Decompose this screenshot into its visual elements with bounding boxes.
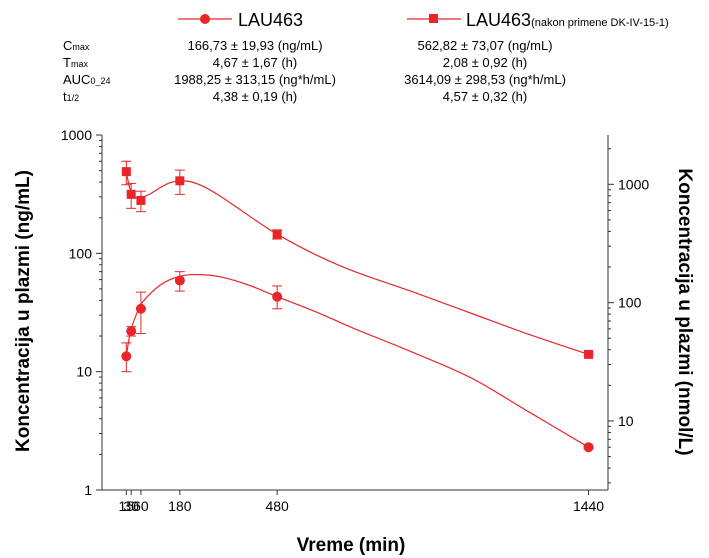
legend: LAU463 LAU463(nakon primene DK-IV-15-1) xyxy=(178,10,669,30)
param-value-thalf-2: 4,57 ± 0,32 (h) xyxy=(443,89,527,104)
series-square xyxy=(121,160,594,359)
parameter-table: Cmax 166,73 ± 19,93 (ng/mL) 562,82 ± 73,… xyxy=(63,38,566,104)
param-name-auc: AUC0_24 xyxy=(63,72,110,87)
param-value-tmax-1: 4,67 ± 1,67 (h) xyxy=(213,55,297,70)
param-name-cmax: Cmax xyxy=(63,38,90,53)
x-tick-label: 60 xyxy=(133,498,149,514)
data-point-square xyxy=(121,167,131,177)
param-name-tmax: Tmax xyxy=(63,55,88,70)
data-point-circle xyxy=(583,442,594,453)
param-value-cmax-1: 166,73 ± 19,93 (ng/mL) xyxy=(187,38,322,53)
param-value-auc-1: 1988,25 ± 313,15 (ng*h/mL) xyxy=(174,72,336,87)
legend-entry-circle: LAU463 xyxy=(178,10,303,30)
y-left-tick-label: 100 xyxy=(69,245,93,261)
param-row-tmax: Tmax 4,67 ± 1,67 (h) 2,08 ± 0,92 (h) xyxy=(63,55,527,70)
param-value-thalf-1: 4,38 ± 0,19 (h) xyxy=(213,89,297,104)
y-right-tick-label: 1000 xyxy=(618,176,649,192)
data-point-square xyxy=(136,195,146,205)
data-point-circle xyxy=(121,351,132,362)
x-tick-label: 180 xyxy=(168,498,192,514)
legend-label-square-name: LAU463 xyxy=(466,10,531,30)
param-value-cmax-2: 562,82 ± 73,07 (ng/mL) xyxy=(417,38,552,53)
data-point-square xyxy=(272,229,282,239)
y-axis-left-title: Koncentracija u plazmi (ng/mL) xyxy=(13,170,34,452)
data-point-square xyxy=(584,349,594,359)
series-circle xyxy=(121,271,594,453)
legend-entry-square: LAU463(nakon primene DK-IV-15-1) xyxy=(407,10,669,30)
legend-marker-circle xyxy=(200,14,210,24)
series-square-fit-line xyxy=(125,171,589,355)
data-point-circle xyxy=(126,326,137,337)
param-name-thalf: t1/2 xyxy=(63,89,79,104)
legend-label-square-suffix: (nakon primene DK-IV-15-1) xyxy=(531,17,669,29)
plot-area xyxy=(121,160,594,453)
data-point-square xyxy=(175,176,185,186)
y-left-tick-label: 1 xyxy=(84,482,92,498)
x-tick-label: 480 xyxy=(265,498,289,514)
param-row-auc: AUC0_24 1988,25 ± 313,15 (ng*h/mL) 3614,… xyxy=(63,72,566,87)
x-axis-title: Vreme (min) xyxy=(297,535,406,556)
data-point-circle xyxy=(135,303,146,314)
data-point-square xyxy=(126,189,136,199)
y-left-tick-label: 1000 xyxy=(61,127,92,143)
x-tick-label: 1440 xyxy=(573,498,604,514)
y-right-tick-label: 100 xyxy=(618,295,642,311)
param-row-cmax: Cmax 166,73 ± 19,93 (ng/mL) 562,82 ± 73,… xyxy=(63,38,553,53)
legend-label-square: LAU463(nakon primene DK-IV-15-1) xyxy=(466,10,669,30)
param-value-auc-2: 3614,09 ± 298,53 (ng*h/mL) xyxy=(404,72,566,87)
y-axis-right-title: Koncentracija u plazmi (nmol/L) xyxy=(674,168,695,455)
legend-marker-square xyxy=(429,14,438,23)
series-circle-fit-line xyxy=(125,273,589,448)
y-right-tick-label: 10 xyxy=(618,413,634,429)
data-point-circle xyxy=(272,291,283,302)
param-value-tmax-2: 2,08 ± 0,92 (h) xyxy=(443,55,527,70)
x-tick-label: 15 xyxy=(119,498,135,514)
x-tick-label: 30 xyxy=(123,498,139,514)
data-point-circle xyxy=(174,275,185,286)
y-left-tick-label: 10 xyxy=(76,364,92,380)
legend-label-circle: LAU463 xyxy=(238,10,303,30)
param-row-thalf: t1/2 4,38 ± 0,19 (h) 4,57 ± 0,32 (h) xyxy=(63,89,527,104)
